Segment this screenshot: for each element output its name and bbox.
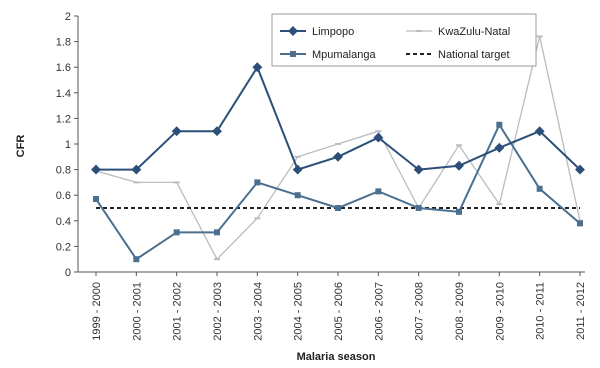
data-point xyxy=(91,164,101,175)
y-axis: 0 0.2 0.4 0.6 0.8 1 1.2 1.4 1.6 1.8 2 xyxy=(56,11,79,279)
series-limpopo xyxy=(91,62,585,175)
x-tick-label: 2010 - 2011 xyxy=(535,282,547,340)
data-point xyxy=(536,185,543,192)
data-point xyxy=(131,164,142,175)
data-point xyxy=(212,126,222,137)
data-point xyxy=(413,164,424,175)
legend-label: Limpopo xyxy=(312,26,354,38)
data-point xyxy=(133,256,140,263)
series-mpumalanga xyxy=(93,121,583,263)
y-tick-label: 2 xyxy=(65,11,71,23)
x-tick-label: 2007 - 2008 xyxy=(414,282,426,341)
data-point xyxy=(496,121,503,128)
data-point xyxy=(494,142,505,153)
data-point xyxy=(93,196,99,203)
data-point xyxy=(335,205,341,211)
series-line xyxy=(95,36,581,261)
legend-label: Mpumalanga xyxy=(312,49,376,61)
data-point xyxy=(252,62,263,73)
x-tick-label: 2002 - 2003 xyxy=(212,282,224,341)
x-axis-title: Malaria season xyxy=(297,351,376,363)
x-tick-label: 2003 - 2004 xyxy=(252,282,264,341)
x-tick-label: 2001 - 2002 xyxy=(172,282,184,341)
y-tick-label: 1.8 xyxy=(56,37,71,49)
y-tick-label: 1.4 xyxy=(56,88,71,100)
y-tick-label: 0.2 xyxy=(56,241,71,253)
data-point xyxy=(294,192,301,199)
data-point xyxy=(173,229,180,236)
data-point xyxy=(333,151,343,162)
series-kwazulu-natal xyxy=(93,35,583,261)
legend-item-mpumalanga: Mpumalanga xyxy=(280,49,376,61)
y-axis-title: CFR xyxy=(15,135,27,158)
y-tick-label: 1 xyxy=(65,139,71,151)
legend-item-kwazulu-natal: KwaZulu-Natal xyxy=(406,26,510,38)
x-tick-label: 2004 - 2005 xyxy=(293,282,305,341)
y-tick-label: 0.6 xyxy=(56,190,71,202)
x-tick-label: 2011 - 2012 xyxy=(575,282,587,340)
x-axis: 1999 - 2000 2000 - 2001 2001 - 2002 2002 - … xyxy=(78,271,587,341)
x-tick-label: 2000 - 2001 xyxy=(131,282,143,341)
y-tick-label: 1.6 xyxy=(56,62,71,74)
data-point xyxy=(454,160,464,171)
legend: Limpopo KwaZulu-Natal Mpumalanga National t… xyxy=(271,13,537,67)
data-point xyxy=(575,164,585,175)
x-tick-label: 2008 - 2009 xyxy=(454,282,466,341)
data-point xyxy=(373,132,384,143)
legend-marker xyxy=(290,51,296,57)
series-layer xyxy=(91,35,585,263)
y-tick-label: 1.2 xyxy=(56,113,71,125)
legend-label: National target xyxy=(438,49,510,61)
y-tick-label: 0.4 xyxy=(56,216,71,228)
data-point xyxy=(292,164,303,175)
y-tick-label: 0.8 xyxy=(56,165,71,177)
x-tick-label: 1999 - 2000 xyxy=(91,282,103,341)
x-tick-label: 2006 - 2007 xyxy=(373,282,385,341)
x-tick-label: 2009 - 2010 xyxy=(494,282,506,341)
y-tick-label: 0 xyxy=(65,267,71,279)
data-point xyxy=(254,179,261,186)
legend-item-national-target: National target xyxy=(406,49,510,61)
legend-box xyxy=(271,13,537,67)
data-point xyxy=(577,220,583,227)
data-point xyxy=(456,208,462,215)
x-tick-label: 2005 - 2006 xyxy=(333,282,345,341)
data-point xyxy=(375,188,382,195)
data-point xyxy=(534,126,545,137)
legend-item-limpopo: Limpopo xyxy=(280,26,354,38)
data-point xyxy=(171,126,182,137)
data-point xyxy=(415,205,422,211)
data-point xyxy=(214,229,220,236)
legend-label: KwaZulu-Natal xyxy=(438,26,510,38)
